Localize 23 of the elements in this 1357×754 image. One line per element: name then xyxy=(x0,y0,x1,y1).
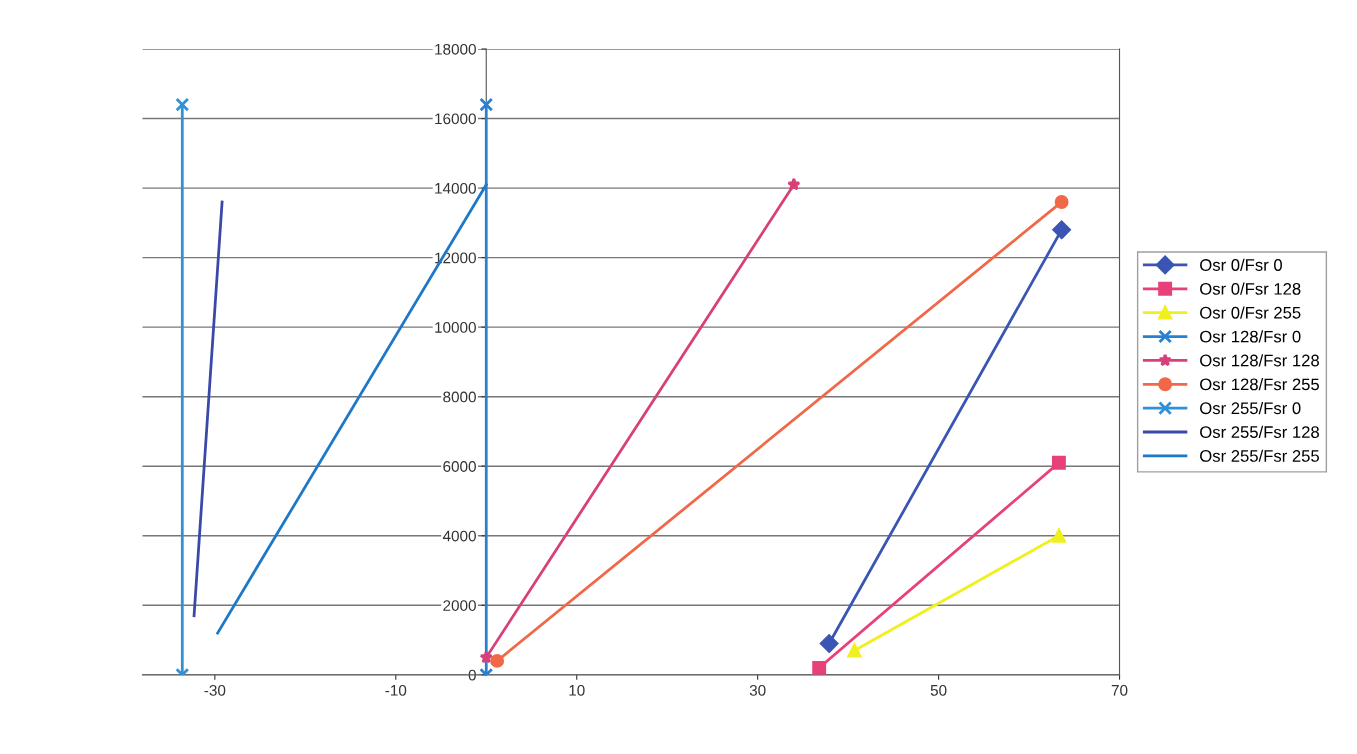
legend-label: Osr 0/Fsr 255 xyxy=(1200,306,1301,319)
x-tick-label: -30 xyxy=(204,684,226,696)
y-tick-label: 14000 xyxy=(435,182,476,194)
y-tick-label: 6000 xyxy=(443,461,476,472)
y-tick-label: 16000 xyxy=(435,113,476,125)
legend-label: Osr 128/Fsr 0 xyxy=(1200,330,1301,343)
legend-label: Osr 255/Fsr 0 xyxy=(1200,401,1301,415)
legend-label: Osr 128/Fsr 255 xyxy=(1200,378,1320,391)
x-tick-label: 30 xyxy=(749,684,766,696)
y-tick-label: 2000 xyxy=(443,600,476,611)
y-tick-label: 8000 xyxy=(443,391,476,403)
x-tick-label: 70 xyxy=(1111,684,1128,696)
x-tick-label: 10 xyxy=(569,684,585,696)
y-tick-label: 4000 xyxy=(442,530,476,542)
y-tick-label: 18000 xyxy=(435,43,476,55)
x-tick-label: -10 xyxy=(385,684,407,696)
legend-label: Osr 0/Fsr 0 xyxy=(1200,258,1282,271)
legend-label: Osr 255/Fsr 255 xyxy=(1200,449,1320,462)
x-tick-label: 50 xyxy=(930,684,947,696)
legend-label: Osr 0/Fsr 128 xyxy=(1200,282,1301,295)
legend-label: Osr 255/Fsr 128 xyxy=(1200,425,1319,438)
y-tick-label: 10000 xyxy=(435,322,476,333)
legend-label: Osr 128/Fsr 128 xyxy=(1200,354,1319,367)
